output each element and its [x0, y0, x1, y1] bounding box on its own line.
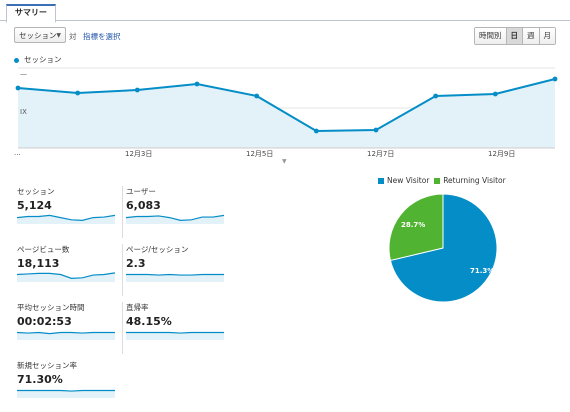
sparkline-area: [17, 272, 115, 282]
legend-swatch-icon: [434, 178, 441, 184]
data-point[interactable]: [75, 90, 81, 96]
data-point[interactable]: [15, 85, 21, 91]
pie-slice-label: 71.3%: [470, 267, 495, 275]
metric-card: セッション 5,124: [14, 186, 122, 238]
sparkline-area: [17, 332, 115, 340]
metric-label: ページ/セッション: [126, 245, 189, 254]
pie-legend: New Visitor Returning Visitor: [378, 176, 506, 185]
sparkline-area: [126, 332, 224, 340]
pie-slice-label: 28.7%: [401, 221, 426, 229]
metric-value: 00:02:53: [17, 315, 72, 328]
metric-sparkline: [16, 272, 116, 282]
pie-slice[interactable]: [389, 193, 498, 303]
tab-summary[interactable]: サマリー: [6, 4, 56, 23]
pick-metric-link[interactable]: 指標を選択: [83, 32, 121, 41]
metric-select[interactable]: セッション ▼: [14, 27, 66, 43]
metric-card: ユーザー 6,083: [122, 186, 231, 238]
metric-label: セッション: [17, 187, 55, 196]
x-tick-label: 12月9日: [488, 150, 516, 158]
series-line: [17, 78, 556, 133]
tab-bar: サマリー: [0, 0, 570, 23]
chart-legend-label: セッション: [24, 55, 62, 64]
chart-legend: セッション: [14, 54, 62, 65]
metric-sparkline: [17, 389, 115, 398]
metric-value: 5,124: [17, 199, 52, 212]
data-point[interactable]: [134, 87, 140, 93]
granularity-week[interactable]: 週: [522, 28, 539, 44]
metric-sparkline: [125, 214, 225, 224]
legend-swatch-icon: [378, 178, 384, 184]
sparkline-line: [16, 214, 116, 221]
vs-label: 対: [69, 32, 77, 41]
pie-legend-returning: Returning Visitor: [443, 176, 506, 185]
metric-sparkline: [126, 273, 224, 282]
x-tick-label: 12月7日: [367, 150, 395, 158]
data-point[interactable]: [492, 91, 498, 97]
metric-value: 6,083: [126, 199, 161, 212]
collapse-handle-icon[interactable]: ▼: [282, 158, 287, 165]
granularity-hourly[interactable]: 時間別: [475, 28, 506, 44]
metric-sparkline: [126, 331, 224, 340]
metric-label: 新規セッション率: [17, 361, 77, 370]
pie-legend-new: New Visitor: [387, 176, 430, 185]
metric-value: 71.30%: [17, 373, 63, 386]
data-point[interactable]: [552, 76, 558, 82]
sparkline-area: [126, 215, 224, 224]
metric-label: ページビュー数: [17, 245, 70, 254]
chevron-down-icon: ▼: [56, 32, 61, 39]
sparkline-line: [17, 389, 115, 392]
series-dot-icon: [14, 57, 19, 63]
x-tick-label: 12月3日: [125, 150, 153, 158]
metric-card: 新規セッション率 71.30%: [14, 360, 122, 412]
data-point[interactable]: [373, 127, 379, 133]
metric-sparkline: [16, 214, 116, 224]
granularity-switch: 時間別 日 週 月: [474, 27, 556, 45]
sessions-line-chart: [15, 67, 558, 149]
data-point[interactable]: [433, 93, 439, 99]
metric-value: 2.3: [126, 257, 146, 270]
sparkline-line: [125, 214, 225, 221]
metric-select-label: セッション: [19, 31, 57, 40]
x-tick-label: 12月5日: [246, 150, 274, 158]
data-point[interactable]: [254, 93, 260, 99]
metric-value: 48.15%: [126, 315, 172, 328]
metric-sparkline: [16, 331, 115, 340]
data-point[interactable]: [313, 128, 319, 134]
sparkline-area: [126, 274, 224, 282]
y-tick-label: —: [20, 70, 27, 78]
metric-value: 18,113: [17, 257, 60, 270]
data-point[interactable]: [194, 81, 200, 87]
metric-card: 直帰率 48.15%: [122, 302, 231, 354]
metric-label: ユーザー: [126, 187, 156, 196]
metric-card: 平均セッション時間 00:02:53: [14, 302, 122, 354]
y-tick-label: IX: [20, 108, 27, 116]
sparkline-line: [16, 272, 116, 279]
sparkline-area: [17, 215, 115, 224]
granularity-day[interactable]: 日: [505, 28, 522, 44]
sparkline-area: [17, 390, 115, 398]
sparkline-line: [16, 331, 115, 335]
x-tick-label: ...: [14, 149, 21, 157]
metric-label: 平均セッション時間: [17, 303, 85, 312]
metric-card: ページビュー数 18,113: [14, 244, 122, 296]
granularity-month[interactable]: 月: [538, 28, 555, 44]
sparkline-line: [126, 273, 224, 276]
metric-label: 直帰率: [126, 303, 149, 312]
sparkline-line: [126, 331, 224, 334]
metric-card: ページ/セッション 2.3: [122, 244, 231, 296]
